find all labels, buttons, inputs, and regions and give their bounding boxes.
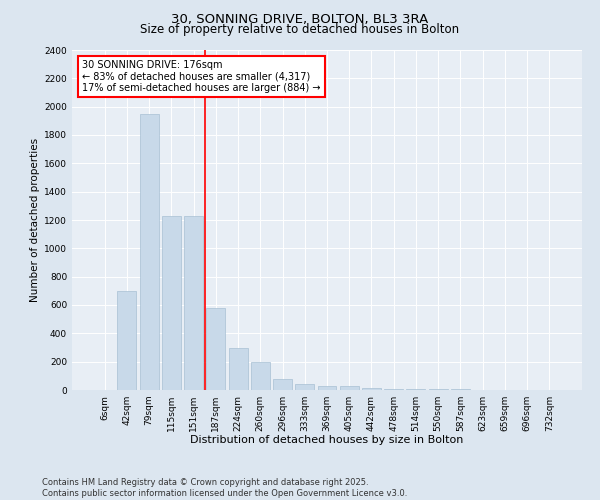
Bar [229,348,248,390]
X-axis label: Distribution of detached houses by size in Bolton: Distribution of detached houses by size … [190,436,464,446]
Text: 30, SONNING DRIVE, BOLTON, BL3 3RA: 30, SONNING DRIVE, BOLTON, BL3 3RA [172,12,428,26]
Bar [340,386,359,390]
Text: Contains HM Land Registry data © Crown copyright and database right 2025.
Contai: Contains HM Land Registry data © Crown c… [42,478,407,498]
Bar [251,362,270,390]
Bar [206,308,225,390]
Bar [162,216,181,390]
Bar [362,388,381,390]
Text: 30 SONNING DRIVE: 176sqm
← 83% of detached houses are smaller (4,317)
17% of sem: 30 SONNING DRIVE: 176sqm ← 83% of detach… [82,60,320,94]
Bar [184,216,203,390]
Bar [406,389,425,390]
Bar [140,114,158,390]
Text: Size of property relative to detached houses in Bolton: Size of property relative to detached ho… [140,22,460,36]
Y-axis label: Number of detached properties: Number of detached properties [30,138,40,302]
Bar [273,378,292,390]
Bar [317,386,337,390]
Bar [295,384,314,390]
Bar [384,388,403,390]
Bar [118,291,136,390]
